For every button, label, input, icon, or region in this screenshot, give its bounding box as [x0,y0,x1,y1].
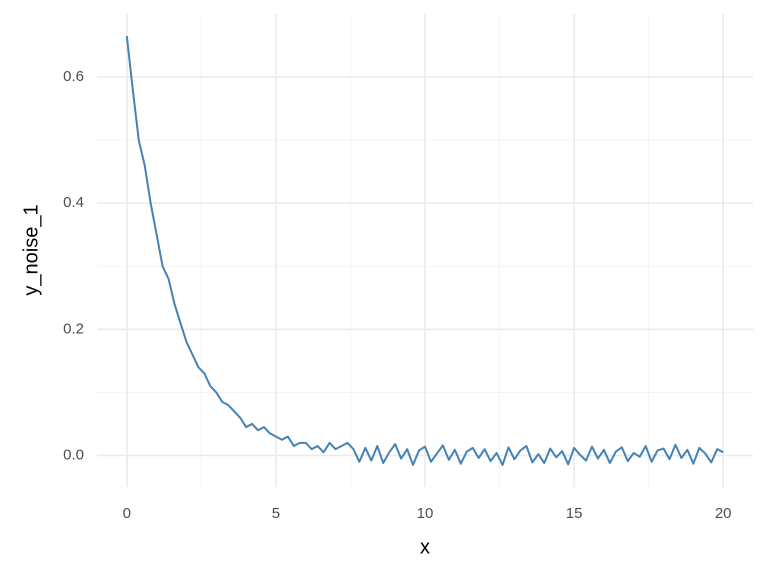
x-tick-label: 10 [417,505,434,522]
x-tick-label: 5 [272,505,280,522]
y-tick-label: 0.4 [63,194,84,211]
y-tick-label: 0.6 [63,68,84,85]
x-tick-label: 0 [123,505,131,522]
x-axis-title: x [420,536,430,558]
data-line [125,35,724,466]
y-axis-title: y_noise_1 [20,204,42,295]
x-tick-label: 15 [566,505,583,522]
x-tick-label: 20 [715,505,732,522]
y-tick-label: 0.2 [63,320,84,337]
y-tick-label: 0.0 [63,446,84,463]
